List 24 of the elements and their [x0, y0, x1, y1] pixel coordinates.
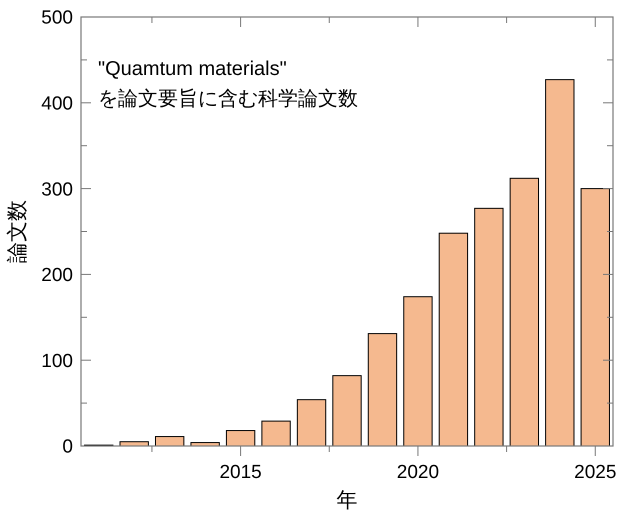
y-tick-label: 300 — [41, 179, 73, 200]
bar — [368, 333, 398, 446]
x-tick-label: 2020 — [396, 462, 440, 483]
bar — [510, 178, 540, 446]
bar — [474, 208, 504, 446]
text: "Quamtum materials" を論文要旨に含む科学論文数 — [98, 58, 358, 110]
y-tick-label: 0 — [62, 436, 73, 458]
y-tick-label: 100 — [41, 350, 73, 372]
x-tick-label: 2015 — [219, 462, 262, 483]
bar — [403, 296, 433, 446]
y-tick-label: 400 — [41, 93, 73, 114]
bar — [332, 375, 362, 446]
y-axis-title: 論文数 — [6, 200, 29, 263]
bar — [154, 436, 184, 446]
y-tick-label: 500 — [41, 8, 73, 29]
x-axis-title: 年 — [336, 489, 358, 512]
bar — [226, 430, 256, 446]
bar — [438, 232, 468, 446]
bar — [296, 399, 326, 446]
x-tick-label: 2025 — [574, 462, 616, 483]
y-tick-label: 200 — [41, 265, 73, 286]
bar — [580, 188, 610, 446]
bar — [261, 420, 291, 446]
bar — [545, 79, 574, 446]
